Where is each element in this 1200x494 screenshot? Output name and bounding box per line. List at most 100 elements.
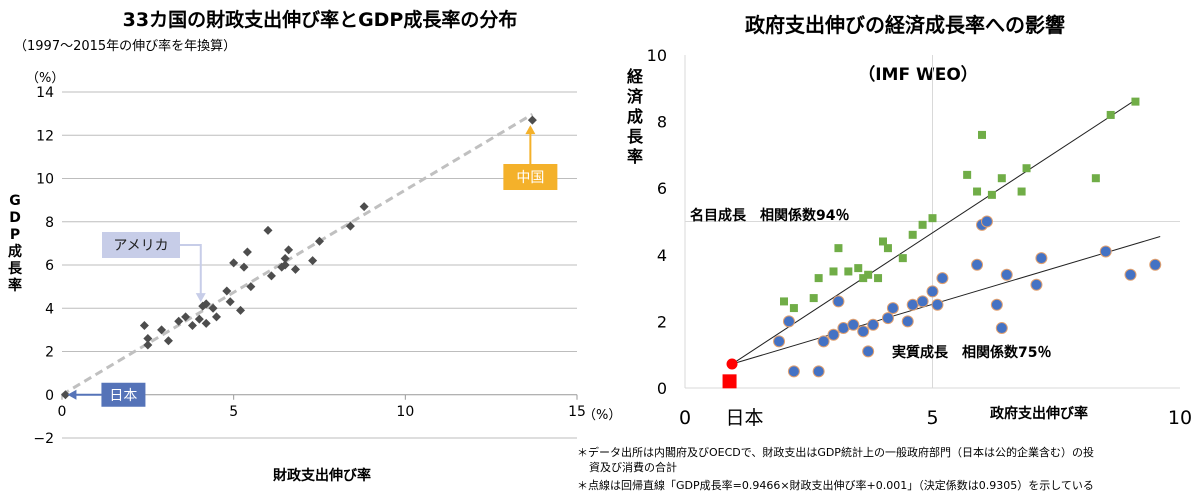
left-data-point <box>60 390 70 400</box>
nominal-data-point <box>874 274 883 283</box>
right-trend-line <box>731 99 1136 365</box>
nominal-data-point <box>859 274 868 283</box>
left-y-tick-label: 6 <box>45 258 54 274</box>
nominal-data-point <box>814 274 823 283</box>
real-data-point <box>1035 252 1048 265</box>
nominal-data-point <box>809 294 818 303</box>
nominal-data-point <box>780 297 788 306</box>
nominal-data-point <box>908 230 917 239</box>
left-y-tick-label: 2 <box>45 345 54 361</box>
left-data-point <box>236 305 246 315</box>
usa-label-box <box>102 232 180 258</box>
left-x-tick-label: 0 <box>58 404 67 420</box>
left-y-tick-label: 14 <box>36 85 54 101</box>
real-data-point <box>773 335 786 348</box>
japan-circle-point <box>726 358 738 370</box>
left-x-tick-label: 5 <box>229 404 238 420</box>
real-data-point <box>931 298 944 311</box>
japan-arrow-head <box>67 389 77 400</box>
left-data-point <box>290 264 300 274</box>
real-data-point <box>1030 278 1043 291</box>
nominal-data-point <box>963 170 972 179</box>
left-y-unit: （%） <box>26 71 64 86</box>
real-data-point <box>881 312 894 325</box>
left-data-point <box>359 202 369 212</box>
left-data-point <box>201 318 211 328</box>
nominal-data-point <box>879 237 887 246</box>
japan-right-label: 日本 <box>726 407 764 429</box>
left-data-point <box>345 221 355 231</box>
left-chart-title: 33カ国の財政支出伸び率とGDP成長率の分布 <box>123 8 518 31</box>
real-data-point <box>906 298 919 311</box>
right-y-axis-label-char: 率 <box>627 147 643 166</box>
real-data-point <box>782 315 795 328</box>
left-data-point <box>222 286 232 296</box>
right-y-tick-label: 4 <box>657 246 667 265</box>
real-data-point <box>832 295 845 308</box>
right-y-axis-label-char: 成 <box>627 107 643 126</box>
right-x-tick-label: 0 <box>679 407 691 429</box>
left-data-point <box>225 297 235 307</box>
left-x-unit: （%） <box>583 408 621 423</box>
real-data-point <box>886 302 899 315</box>
right-y-axis-label: 経済成長率 <box>627 67 644 166</box>
left-data-point <box>187 321 197 331</box>
right-y-tick-label: 8 <box>657 113 667 132</box>
japan-label-box <box>101 382 146 407</box>
real-data-point <box>787 365 800 378</box>
left-data-points <box>60 115 537 400</box>
nominal-data-point <box>829 267 838 276</box>
nominal-data-point <box>844 267 853 276</box>
nominal-data-point <box>834 244 843 253</box>
left-data-point <box>143 340 153 350</box>
left-data-point <box>212 312 221 322</box>
real-data-point <box>867 318 880 331</box>
real-data-point <box>936 272 949 285</box>
right-trend-line <box>731 236 1161 365</box>
right-chart: 政府支出伸びの経済成長率への影響 （IMF WEO） 経済成長率 0 2 4 6 8 10… <box>627 13 1192 429</box>
left-data-point <box>280 260 290 270</box>
right-x-tick-label: 5 <box>926 407 938 429</box>
nominal-data-point <box>987 190 996 199</box>
real-series-label: 実質成長 相関係数75％ <box>892 344 1051 361</box>
left-data-point <box>527 115 537 125</box>
nominal-data-point <box>898 254 907 263</box>
left-y-axis-label-char: G <box>9 193 21 209</box>
right-tick-labels: 0 2 4 6 8 10 0 5 10 日本 <box>647 46 1192 429</box>
china-label: 中国 <box>516 170 544 186</box>
left-x-tick-label: 15 <box>568 404 586 420</box>
nominal-data-point <box>883 244 892 253</box>
footnote-2: 資及び消費の合計 <box>589 460 677 474</box>
real-data-point <box>916 295 929 308</box>
left-data-point <box>201 299 211 309</box>
real-data-point <box>847 318 860 331</box>
right-y-axis-label-char: 長 <box>627 127 644 146</box>
left-regression-line <box>61 112 534 397</box>
left-y-tick-label: −2 <box>33 431 54 447</box>
nominal-data-point <box>789 304 798 313</box>
footnotes: ＊データ出所は内閣府及びOECDで、財政支出はGDP統計上の一般政府部門（日本は… <box>577 445 1094 492</box>
real-data-point <box>1149 258 1162 271</box>
left-data-point <box>163 336 173 346</box>
left-data-point <box>181 312 191 322</box>
real-data-point <box>1124 268 1137 281</box>
left-data-point <box>143 334 153 344</box>
left-data-point <box>229 258 239 268</box>
left-gridlines <box>61 91 578 439</box>
left-y-tick-label: 8 <box>45 215 54 231</box>
left-data-point <box>239 262 249 272</box>
right-y-axis-label-char: 経 <box>627 67 644 86</box>
right-data-points <box>722 97 1162 389</box>
left-data-point <box>174 316 184 326</box>
left-data-point <box>157 325 167 335</box>
left-data-point <box>284 245 294 255</box>
left-data-point <box>246 282 256 292</box>
left-data-point <box>308 256 318 266</box>
right-x-axis-label: 政府支出伸び率 <box>990 405 1088 422</box>
nominal-data-point <box>854 264 863 273</box>
usa-arrow-head <box>195 293 206 303</box>
left-data-point <box>315 236 324 246</box>
right-y-tick-label: 10 <box>647 46 667 65</box>
footnote-1: ＊データ出所は内閣府及びOECDで、財政支出はGDP統計上の一般政府部門（日本は… <box>577 445 1094 459</box>
